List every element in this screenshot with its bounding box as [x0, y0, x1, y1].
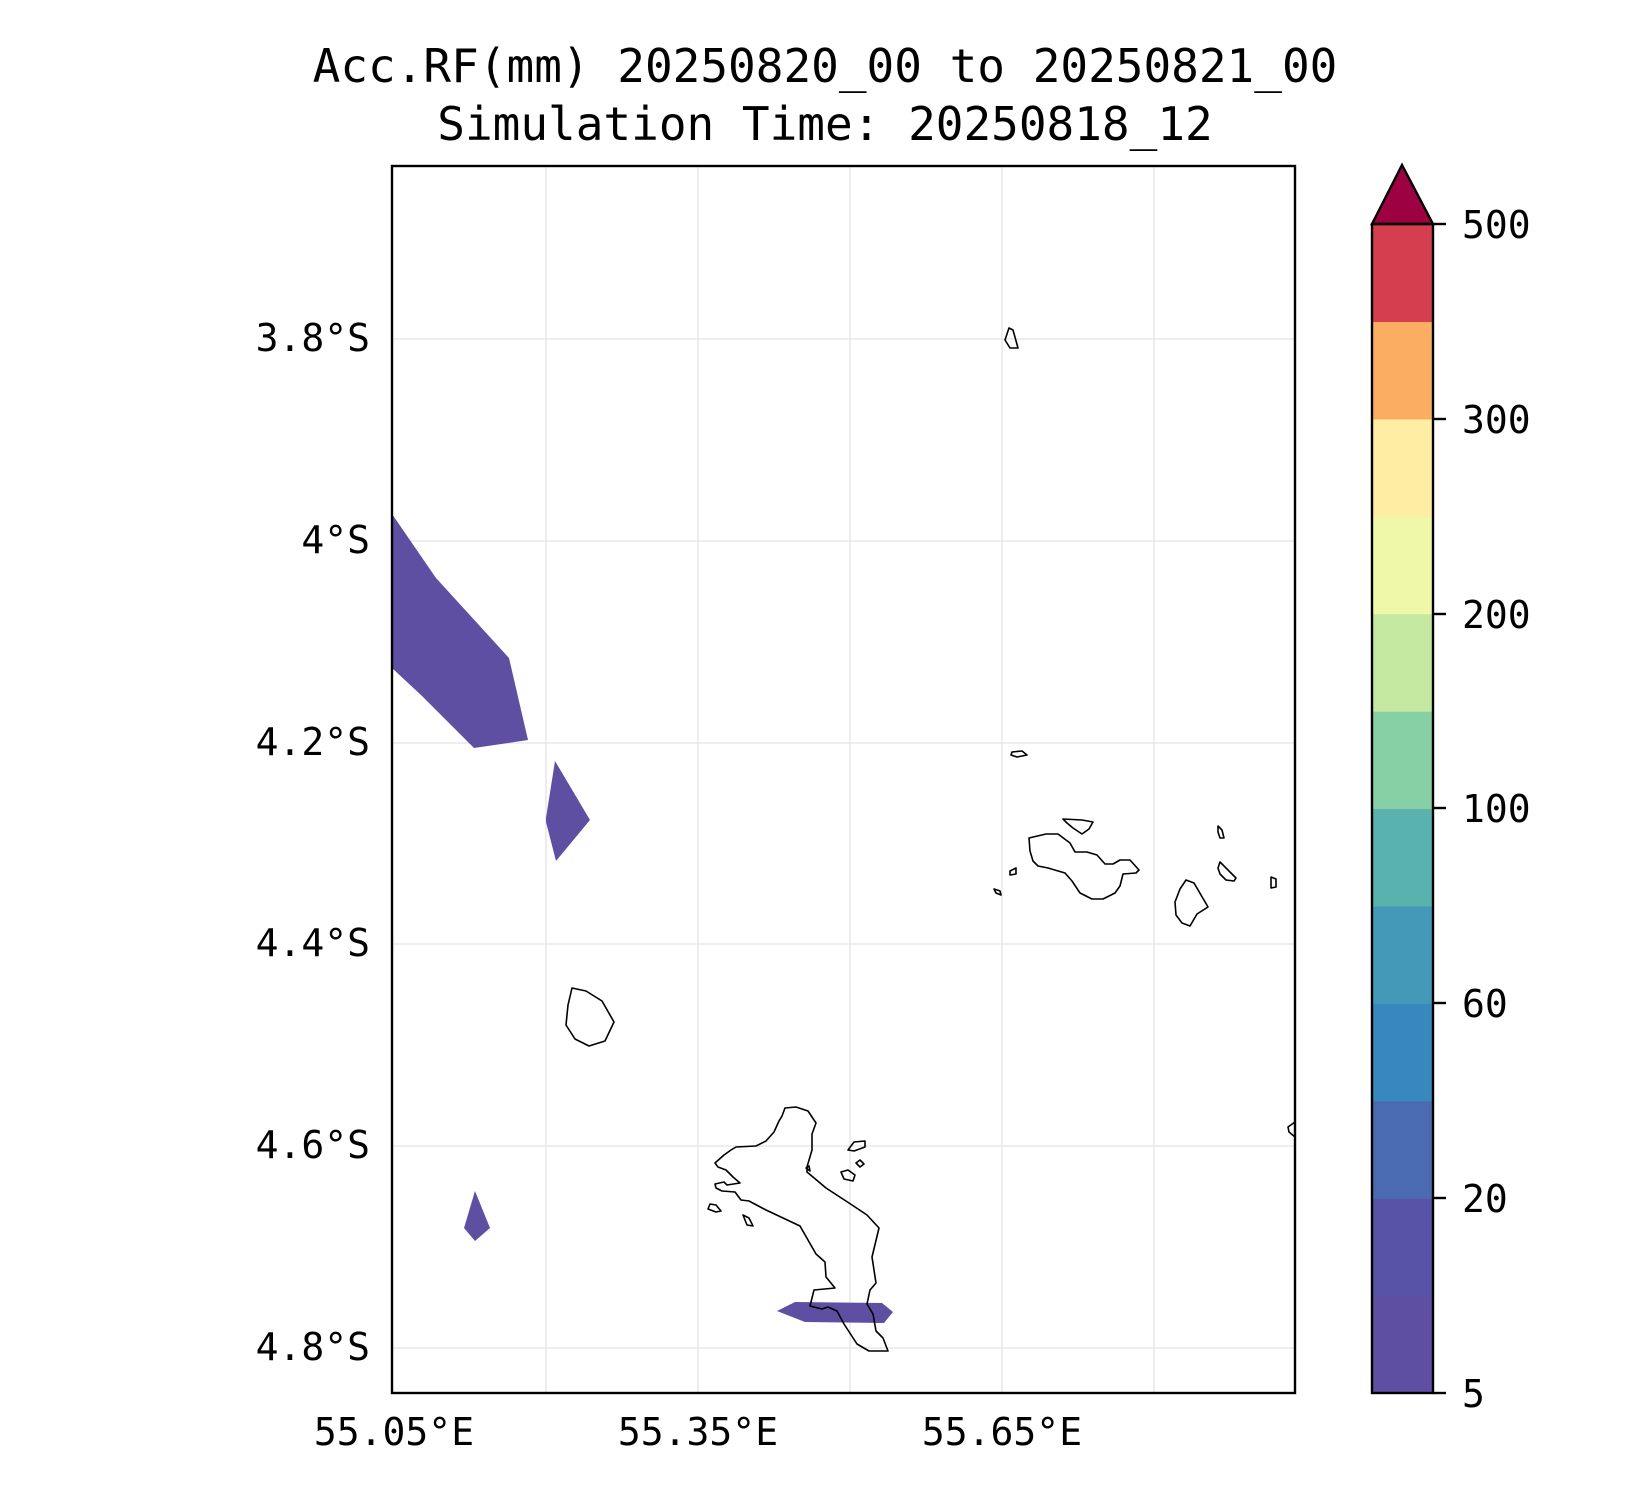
rainfall-patch-south-mahe	[777, 1302, 893, 1323]
lat-tick-labels: 3.8°S 4°S 4.2°S 4.4°S 4.6°S 4.8°S	[256, 316, 370, 1369]
coastline-islet	[1217, 825, 1225, 839]
rainfall-patch-central-west	[546, 761, 590, 861]
coastline-silhouette	[565, 987, 615, 1047]
colorbar-extend-triangle	[1370, 162, 1435, 226]
lat-tick-label: 4.4°S	[256, 921, 370, 965]
coastline-islet	[1010, 750, 1028, 758]
colorbar-label: 20	[1462, 1177, 1508, 1221]
lat-tick-label: 3.8°S	[256, 316, 370, 360]
colorbar-label: 100	[1462, 787, 1531, 831]
coastline-curieuse	[1062, 818, 1094, 835]
lat-tick-label: 4°S	[301, 518, 370, 562]
colorbar-segment	[1372, 1003, 1433, 1102]
coastline-islet	[993, 888, 1002, 896]
lon-tick-label: 55.65°E	[922, 1410, 1082, 1454]
coastline-islet	[707, 1203, 722, 1213]
colorbar-segment	[1372, 418, 1433, 517]
colorbar-label: 60	[1462, 982, 1508, 1026]
colorbar: 500 300 200 100 60 20 5	[1370, 162, 1531, 1416]
colorbar-segments	[1372, 224, 1433, 1394]
coastline-islet-ste-anne	[847, 1140, 866, 1152]
colorbar-tick-labels: 500 300 200 100 60 20 5	[1462, 203, 1531, 1416]
coastline-islet	[855, 1159, 865, 1168]
lat-tick-label: 4.8°S	[256, 1325, 370, 1369]
colorbar-segment	[1372, 516, 1433, 615]
colorbar-label: 300	[1462, 398, 1531, 442]
colorbar-segment	[1372, 321, 1433, 420]
lon-tick-labels: 55.05°E 55.35°E 55.65°E	[314, 1410, 1082, 1454]
colorbar-segment	[1372, 1198, 1433, 1297]
coastline-praslin	[1028, 833, 1140, 900]
rainfall-patch-northwest	[392, 514, 528, 748]
colorbar-segment	[1372, 1100, 1433, 1199]
colorbar-segment	[1372, 808, 1433, 907]
map-background	[392, 166, 1295, 1393]
coastline-islet	[1287, 1121, 1296, 1138]
colorbar-segment	[1372, 613, 1433, 712]
colorbar-segment	[1372, 711, 1433, 810]
coastline-islet	[1217, 861, 1237, 882]
colorbar-segment	[1372, 1295, 1433, 1394]
colorbar-label: 500	[1462, 203, 1531, 247]
coastline-bird-island	[1004, 327, 1019, 349]
coastline-mahe	[714, 1106, 889, 1352]
map-panel	[390, 164, 1297, 1395]
lat-tick-label: 4.2°S	[256, 720, 370, 764]
figure-subtitle: Simulation Time: 20250818_12	[437, 97, 1212, 151]
coastline-islet	[805, 1165, 811, 1172]
coastline-islet	[840, 1169, 856, 1182]
lon-tick-label: 55.35°E	[618, 1410, 778, 1454]
rainfall-patch-southwest	[464, 1191, 490, 1241]
rainfall-contours	[392, 514, 893, 1323]
colorbar-label: 200	[1462, 593, 1531, 637]
coastline-islet	[742, 1214, 754, 1227]
map-frame	[390, 164, 1297, 1395]
colorbar-label: 5	[1462, 1372, 1485, 1416]
colorbar-segment	[1372, 224, 1433, 323]
lat-tick-label: 4.6°S	[256, 1123, 370, 1167]
coastline-islet	[1009, 867, 1017, 876]
gridlines	[392, 166, 1295, 1393]
coastline-la-digue	[1174, 879, 1209, 927]
figure-title: Acc.RF(mm) 20250820_00 to 20250821_00	[313, 39, 1338, 93]
coastline-islet	[1270, 876, 1277, 889]
colorbar-segment	[1372, 905, 1433, 1004]
colorbar-ticks	[1433, 222, 1446, 1395]
coastlines	[565, 327, 1296, 1352]
lon-tick-label: 55.05°E	[314, 1410, 474, 1454]
